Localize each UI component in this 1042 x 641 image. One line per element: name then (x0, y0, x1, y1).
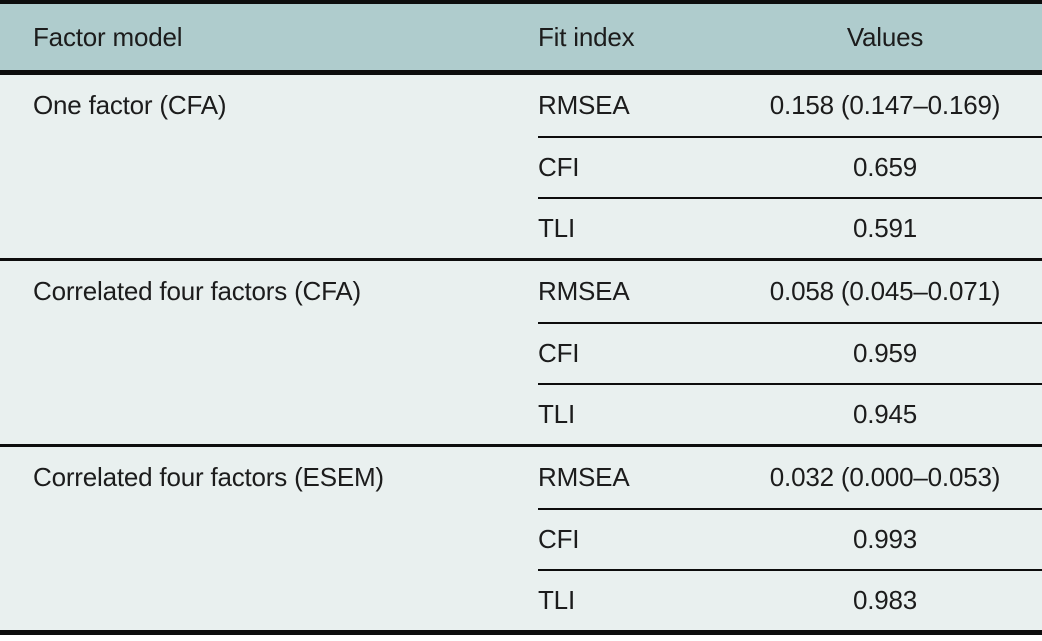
table-row: TLI 0.983 (538, 569, 1042, 630)
fit-index-cell: RMSEA (538, 90, 630, 120)
fit-index-cell: TLI (538, 399, 575, 429)
model-label: Correlated four factors (CFA) (33, 276, 361, 306)
fit-index-cell: TLI (538, 213, 575, 243)
header-values: Values (846, 21, 924, 52)
table-group-correlated-four-esem: Correlated four factors (ESEM) RMSEA 0.0… (0, 444, 1042, 630)
model-label: Correlated four factors (ESEM) (33, 462, 384, 492)
table-header-row: Factor model Fit index Values (0, 4, 1042, 75)
value-cell: 0.993 (852, 524, 918, 554)
value-cell: 0.591 (852, 213, 918, 243)
table-group-correlated-four-cfa: Correlated four factors (CFA) RMSEA 0.05… (0, 258, 1042, 444)
group-rows: RMSEA 0.058 (0.045–0.071) CFI 0.959 TLI … (538, 261, 1042, 444)
fit-index-cell: TLI (538, 585, 575, 615)
header-fit-index: Fit index (538, 21, 635, 52)
table-row: TLI 0.591 (538, 197, 1042, 258)
fit-index-cell: CFI (538, 338, 580, 368)
fit-index-cell: RMSEA (538, 462, 630, 492)
fit-index-cell: CFI (538, 152, 580, 182)
header-factor-model: Factor model (33, 21, 183, 52)
value-cell: 0.659 (852, 152, 918, 182)
fit-index-cell: RMSEA (538, 276, 630, 306)
group-rows: RMSEA 0.158 (0.147–0.169) CFI 0.659 TLI … (538, 75, 1042, 258)
table-row: CFI 0.993 (538, 508, 1042, 569)
value-cell: 0.158 (0.147–0.169) (769, 90, 1001, 120)
group-rows: RMSEA 0.032 (0.000–0.053) CFI 0.993 TLI … (538, 447, 1042, 630)
fit-index-cell: CFI (538, 524, 580, 554)
table-body: One factor (CFA) RMSEA 0.158 (0.147–0.16… (0, 75, 1042, 630)
value-cell: 0.959 (852, 338, 918, 368)
value-cell: 0.058 (0.045–0.071) (769, 276, 1001, 306)
table-row: TLI 0.945 (538, 383, 1042, 444)
model-label: One factor (CFA) (33, 90, 227, 120)
table-row: RMSEA 0.158 (0.147–0.169) (538, 75, 1042, 136)
value-cell: 0.945 (852, 399, 918, 429)
table-group-one-factor-cfa: One factor (CFA) RMSEA 0.158 (0.147–0.16… (0, 75, 1042, 258)
value-cell: 0.032 (0.000–0.053) (769, 462, 1001, 492)
value-cell: 0.983 (852, 585, 918, 615)
table-row: CFI 0.959 (538, 322, 1042, 383)
table-row: RMSEA 0.058 (0.045–0.071) (538, 261, 1042, 322)
table-row: RMSEA 0.032 (0.000–0.053) (538, 447, 1042, 508)
table-row: CFI 0.659 (538, 136, 1042, 197)
